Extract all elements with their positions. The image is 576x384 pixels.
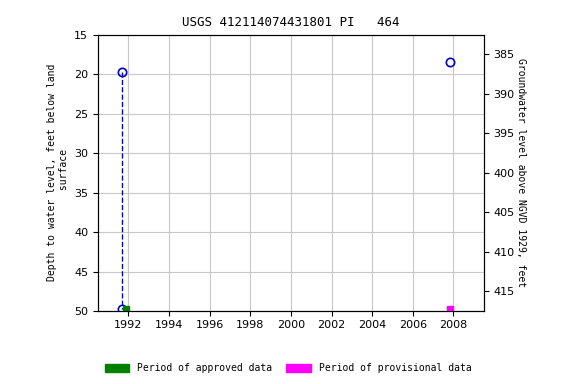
Y-axis label: Groundwater level above NGVD 1929, feet: Groundwater level above NGVD 1929, feet: [516, 58, 526, 287]
Legend: Period of approved data, Period of provisional data: Period of approved data, Period of provi…: [101, 359, 475, 377]
Y-axis label: Depth to water level, feet below land
 surface: Depth to water level, feet below land su…: [47, 64, 69, 281]
Title: USGS 412114074431801 PI   464: USGS 412114074431801 PI 464: [182, 16, 400, 29]
